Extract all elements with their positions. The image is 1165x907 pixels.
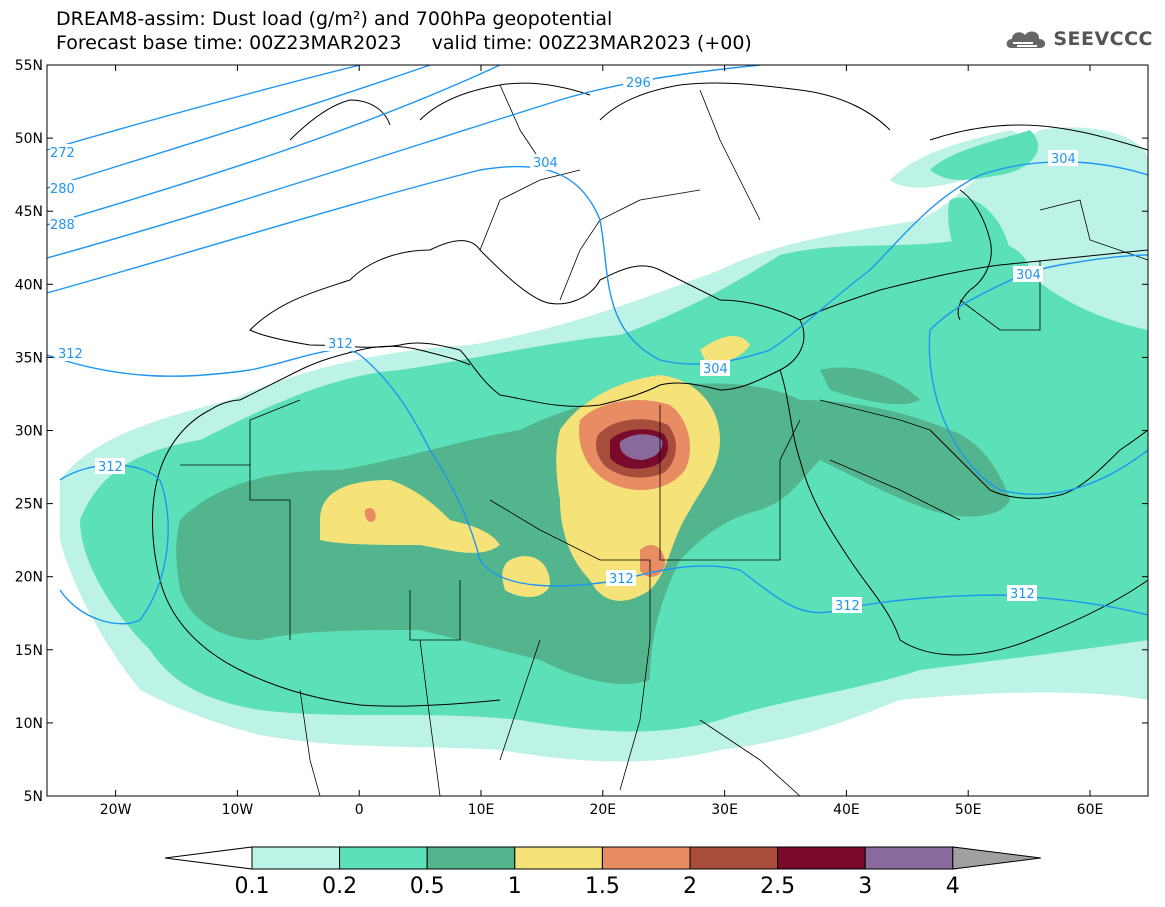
colorbar-label: 4 [946, 874, 960, 899]
chart-title-line1: DREAM8-assim: Dust load (g/m²) and 700hP… [56, 8, 613, 30]
colorbar-box [864, 846, 954, 870]
lon-label: 20E [589, 802, 616, 818]
colorbar-box [777, 846, 866, 870]
colorbar-label: 2.5 [760, 874, 795, 899]
lon-label: 10E [468, 802, 495, 818]
colorbar-low-arrow [164, 846, 253, 870]
colorbar-label: 3 [858, 874, 872, 899]
cloud-logo-icon [1006, 31, 1046, 48]
lat-label: 20N [15, 570, 43, 586]
svg-text:312: 312 [328, 337, 353, 352]
colorbar: 0.1 0.2 0.5 1 1.5 2 2.5 3 4 [164, 846, 1041, 899]
lat-label: 35N [15, 350, 43, 366]
contour-label: 288 [50, 216, 75, 233]
lon-label: 10W [222, 802, 254, 818]
contour-label: 304 [700, 360, 730, 377]
lon-label: 30E [711, 802, 738, 818]
lat-label: 45N [15, 204, 43, 220]
contour-label: 296 [623, 74, 653, 91]
colorbar-box [339, 846, 428, 870]
svg-text:304: 304 [1016, 268, 1041, 283]
latitude-axis: 55N 50N 45N 40N 35N 30N 25N 20N 15N 10N 5N [15, 58, 1148, 805]
svg-text:312: 312 [98, 460, 123, 475]
lat-label: 50N [15, 131, 43, 147]
geopotential-contours [47, 65, 1148, 625]
colorbar-label: 0.2 [322, 874, 357, 899]
dust-layer-3 [619, 434, 663, 460]
contour-label: 312 [55, 345, 85, 362]
svg-text:312: 312 [58, 347, 83, 362]
colorbar-box [601, 846, 691, 870]
svg-text:304: 304 [703, 362, 728, 377]
map-plot-area: 296 304 304 304 304 312 312 312 312 312 … [47, 65, 1148, 796]
contour-label: 312 [1007, 585, 1037, 602]
colorbar-label: 0.1 [235, 874, 270, 899]
svg-text:280: 280 [50, 182, 75, 197]
lat-label: 30N [15, 424, 43, 440]
lon-label: 50E [955, 802, 982, 818]
colorbar-label: 1.5 [585, 874, 620, 899]
longitude-axis: 20W 10W 0 10E 20E 30E 40E 50E 60E [100, 65, 1104, 818]
coastlines [152, 82, 1148, 707]
lon-label: 0 [355, 802, 364, 818]
svg-text:312: 312 [835, 599, 860, 614]
contour-label: 280 [50, 180, 75, 197]
lon-label: 60E [1077, 802, 1104, 818]
contour-label: 304 [530, 154, 560, 171]
lat-label: 10N [15, 716, 43, 732]
colorbar-label: 0.5 [410, 874, 445, 899]
svg-text:296: 296 [626, 76, 651, 91]
svg-text:304: 304 [1051, 152, 1076, 167]
lat-label: 15N [15, 643, 43, 659]
lat-label: 55N [15, 58, 43, 74]
contour-label: 272 [50, 144, 75, 161]
svg-text:288: 288 [50, 218, 75, 233]
contour-label: 312 [325, 335, 355, 352]
colorbar-box [251, 846, 341, 870]
contour-label: 312 [832, 597, 862, 614]
svg-text:304: 304 [533, 156, 558, 171]
colorbar-label: 1 [508, 874, 522, 899]
lat-label: 40N [15, 277, 43, 293]
seevccc-logo: SEEVCCC [1003, 26, 1153, 52]
colorbar-box [426, 846, 516, 870]
chart-title-line2: Forecast base time: 00Z23MAR2023 valid t… [56, 32, 752, 54]
svg-text:272: 272 [50, 146, 75, 161]
contour-labels: 296 304 304 304 304 312 312 312 312 312 … [50, 74, 1078, 614]
colorbar-high-arrow [952, 846, 1041, 870]
svg-text:312: 312 [1010, 587, 1035, 602]
svg-text:312: 312 [609, 572, 634, 587]
contour-label: 304 [1048, 150, 1078, 167]
contour-label: 312 [606, 570, 636, 587]
lat-label: 5N [24, 789, 43, 805]
lon-label: 20W [100, 802, 132, 818]
logo-text: SEEVCCC [1053, 28, 1153, 50]
colorbar-box [689, 846, 779, 870]
contour-label: 312 [95, 458, 125, 475]
colorbar-box [514, 846, 603, 870]
colorbar-label: 2 [683, 874, 697, 899]
lat-label: 25N [15, 497, 43, 513]
lon-label: 40E [833, 802, 860, 818]
contour-label: 304 [1013, 266, 1043, 283]
